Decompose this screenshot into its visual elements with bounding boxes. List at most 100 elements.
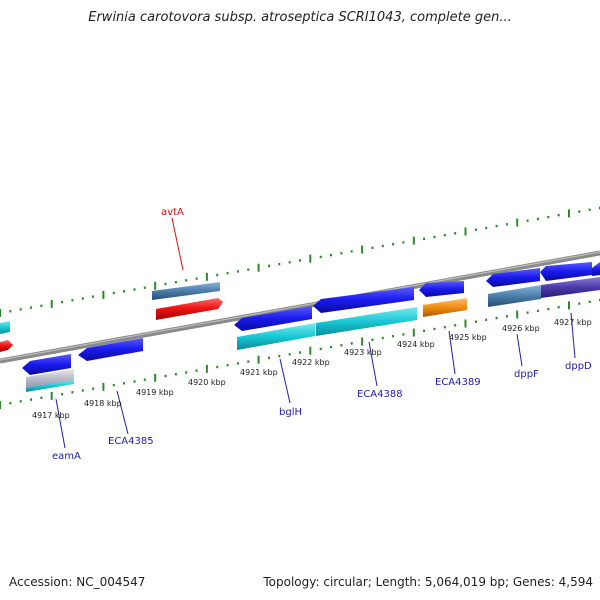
minor-tick [113, 384, 115, 386]
gene-label-avtA[interactable]: avtA [161, 207, 184, 218]
major-tick [258, 356, 260, 364]
minor-tick [40, 305, 42, 307]
minor-tick [578, 210, 580, 212]
minor-tick [320, 256, 322, 258]
gene-left-red-feature [0, 340, 13, 352]
minor-tick [20, 400, 22, 402]
minor-tick [537, 310, 539, 312]
minor-tick [278, 355, 280, 357]
major-tick [465, 228, 467, 236]
minor-tick [299, 351, 301, 353]
minor-tick [196, 277, 198, 279]
minor-tick [558, 214, 560, 216]
minor-tick [371, 339, 373, 341]
minor-tick [506, 223, 508, 225]
minor-tick [82, 389, 84, 391]
gene-ECA4389-feature[interactable] [419, 281, 464, 297]
gene-label-dppF[interactable]: dppF [514, 369, 539, 380]
major-tick [309, 347, 311, 355]
gene-label-ECA4385[interactable]: ECA4385 [108, 436, 154, 447]
gene-right-edge-feature [592, 262, 600, 276]
minor-tick [185, 371, 187, 373]
scale-label: 4918 kbp [84, 399, 122, 408]
gene-dppF-steel-feature [488, 285, 541, 307]
minor-tick [423, 330, 425, 332]
minor-tick [247, 268, 249, 270]
minor-tick [134, 288, 136, 290]
minor-tick [71, 391, 73, 393]
minor-tick [496, 225, 498, 227]
minor-tick [444, 326, 446, 328]
gene-label-dppD[interactable]: dppD [565, 361, 592, 372]
major-tick [361, 246, 363, 254]
minor-tick [20, 308, 22, 310]
minor-tick [175, 373, 177, 375]
minor-tick [402, 241, 404, 243]
minor-tick [92, 388, 94, 390]
major-tick [51, 300, 53, 308]
major-tick [516, 219, 518, 227]
major-tick [361, 338, 363, 346]
connector-bglH [280, 359, 290, 403]
minor-tick [527, 220, 529, 222]
gene-label-eamA[interactable]: eamA [52, 451, 81, 462]
minor-tick [454, 232, 456, 234]
minor-tick [165, 375, 167, 377]
major-tick [413, 237, 415, 245]
minor-tick [289, 353, 291, 355]
minor-tick [71, 299, 73, 301]
minor-tick [185, 279, 187, 281]
minor-tick [278, 263, 280, 265]
minor-tick [578, 302, 580, 304]
scale-label: 4921 kbp [240, 368, 278, 377]
gene-label-bglH[interactable]: bglH [279, 407, 302, 418]
minor-tick [216, 366, 218, 368]
scale-label: 4917 kbp [32, 411, 70, 420]
accession-label: Accession: NC_004547 [9, 575, 145, 589]
minor-tick [165, 283, 167, 285]
minor-tick [444, 234, 446, 236]
minor-tick [227, 272, 229, 274]
minor-tick [320, 348, 322, 350]
minor-tick [123, 290, 125, 292]
gene-ECA4389-orange-feature [423, 298, 467, 317]
minor-tick [506, 315, 508, 317]
gene-ECA4388-feature[interactable] [313, 287, 414, 313]
scale-label: 4927 kbp [554, 318, 592, 327]
major-tick [413, 329, 415, 337]
scale-label: 4923 kbp [344, 348, 382, 357]
minor-tick [434, 328, 436, 330]
minor-tick [475, 229, 477, 231]
minor-tick [485, 227, 487, 229]
minor-tick [216, 274, 218, 276]
minor-tick [30, 398, 32, 400]
minor-tick [9, 310, 11, 312]
minor-tick [382, 337, 384, 339]
gene-avtA-feature[interactable] [156, 298, 223, 320]
connector-ECA4385 [117, 391, 128, 434]
major-tick [102, 291, 104, 299]
minor-tick [340, 344, 342, 346]
gene-left-cyan-feature [0, 321, 10, 334]
minor-tick [196, 369, 198, 371]
major-tick [154, 282, 156, 290]
minor-tick [537, 218, 539, 220]
major-tick [516, 311, 518, 319]
minor-tick [527, 312, 529, 314]
minor-tick [423, 238, 425, 240]
scale-label: 4925 kbp [449, 333, 487, 342]
gene-label-ECA4389[interactable]: ECA4389 [435, 377, 481, 388]
major-tick [465, 320, 467, 328]
major-tick [258, 264, 260, 272]
minor-tick [351, 250, 353, 252]
gene-label-ECA4388[interactable]: ECA4388 [357, 389, 403, 400]
minor-tick [175, 281, 177, 283]
minor-tick [402, 333, 404, 335]
minor-tick [30, 306, 32, 308]
connector-dppF [517, 334, 522, 366]
minor-tick [247, 360, 249, 362]
gene-avtA-top-feature[interactable] [152, 282, 220, 300]
minor-tick [134, 380, 136, 382]
genome-map[interactable]: 4917 kbp 4918 kbp 4919 kbp 4920 kbp 4921… [0, 0, 600, 600]
major-tick [568, 301, 570, 309]
